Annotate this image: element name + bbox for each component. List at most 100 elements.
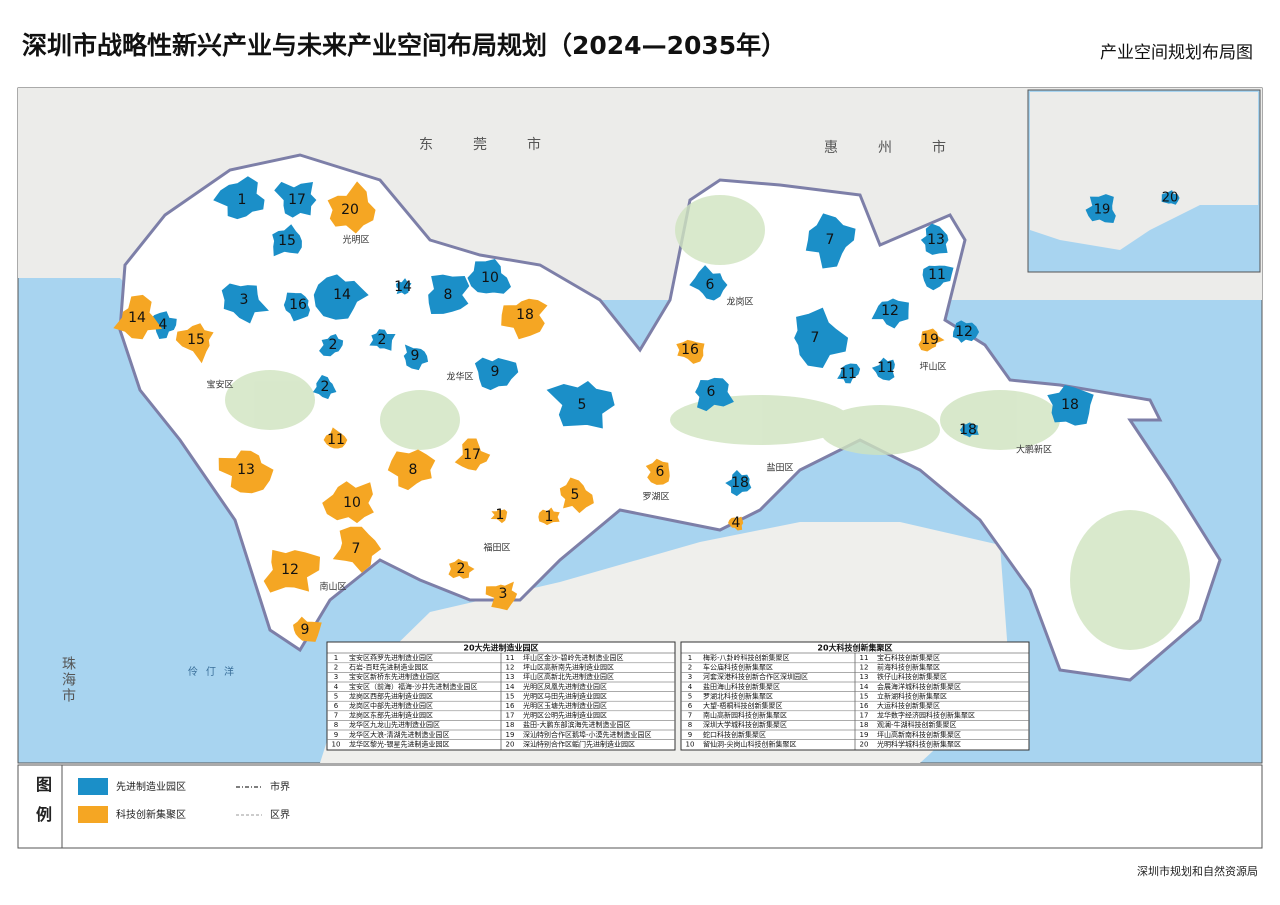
zone-label: 6 (706, 277, 715, 293)
table-name: 盐田海山科技创新集聚区 (703, 682, 780, 691)
legend-label: 市界 (270, 780, 290, 793)
zone-label: 15 (187, 332, 205, 348)
table-name: 前海科技创新集聚区 (877, 663, 940, 672)
district-label: 盐田区 (766, 462, 793, 474)
zone-area (467, 259, 512, 294)
zone-label: 1 (545, 509, 554, 525)
table-no: 14 (506, 683, 515, 691)
zone-label: 17 (463, 447, 481, 463)
city-label: 珠海市 (60, 656, 76, 704)
zone-label: 3 (240, 292, 249, 308)
zone-area (428, 274, 470, 315)
zone-label: 8 (409, 462, 418, 478)
table-name: 龙华区黎光-银星先进制造业园区 (349, 739, 450, 748)
zone-label: 11 (327, 432, 345, 448)
table-name: 光明区公明先进制造业园区 (523, 711, 607, 720)
table-no: 20 (860, 740, 869, 748)
zone-area (327, 181, 376, 234)
table-name: 光明区马田先进制造业园区 (523, 691, 607, 700)
district-label: 罗湖区 (642, 492, 669, 503)
zone-area (312, 374, 337, 400)
zone-area (474, 357, 519, 391)
green-area (1070, 510, 1190, 650)
table-no: 12 (860, 664, 869, 672)
zone-label: 11 (877, 360, 895, 376)
zone-area (538, 507, 560, 526)
table-no: 9 (334, 731, 338, 739)
zone-label: 4 (159, 317, 168, 333)
table-name: 大运科技创新集聚区 (877, 701, 940, 710)
legend-label: 区界 (270, 809, 290, 821)
table-name: 龙岗区中部先进制造业园区 (349, 701, 433, 710)
zone-area (283, 292, 311, 322)
table-name: 深汕特别合作区鹅埠-小漠先进制造业园区 (523, 730, 652, 739)
table-no: 10 (686, 740, 695, 748)
table-no: 9 (688, 731, 692, 739)
zone-label: 2 (457, 561, 466, 577)
table-no: 15 (860, 692, 869, 700)
table-no: 14 (860, 683, 869, 691)
zone-label: 19 (1094, 203, 1111, 218)
table-no: 15 (506, 692, 515, 700)
zone-area (922, 265, 954, 291)
zone-label: 9 (411, 348, 420, 364)
zone-area (395, 278, 412, 295)
zone-area (645, 458, 670, 485)
zone-label: 14 (394, 279, 412, 295)
table-no: 11 (506, 654, 515, 662)
table-name: 深圳大学城科技创新集聚区 (703, 720, 787, 729)
table-no: 13 (506, 673, 515, 681)
zone-label: 14 (128, 310, 146, 326)
table-no: 12 (506, 664, 515, 672)
zone-label: 9 (491, 364, 500, 380)
zone-area (695, 377, 734, 412)
zone-area (794, 307, 849, 368)
table-no: 10 (332, 740, 341, 748)
zone-area (952, 320, 980, 343)
table-name: 深汕特别合作区鲘门先进制造业园区 (523, 739, 635, 748)
sea-label: 伶仃洋 (188, 665, 242, 678)
table-no: 7 (334, 712, 338, 720)
table-no: 8 (334, 721, 338, 729)
legend-label: 科技创新集聚区 (116, 808, 186, 821)
zone-area (485, 581, 518, 611)
table-no: 18 (506, 721, 515, 729)
zone-label: 6 (707, 384, 716, 400)
green-area (675, 195, 765, 265)
table-title: 20大科技创新集聚区 (817, 643, 892, 653)
table-no: 1 (334, 654, 338, 662)
table-name: 会展海洋城科技创新集聚区 (877, 682, 961, 691)
zone-label: 18 (1061, 397, 1079, 413)
zone-area (454, 438, 491, 471)
zone-label: 7 (826, 232, 835, 248)
table-no: 6 (334, 702, 339, 710)
zone-label: 16 (681, 342, 699, 358)
zone-label: 7 (352, 541, 361, 557)
zone-area (369, 329, 396, 351)
table-name: 大望-梧桐科技创新集聚区 (703, 701, 783, 710)
zone-area (323, 427, 348, 449)
table-no: 1 (688, 654, 692, 662)
table-no: 17 (860, 712, 869, 720)
table-name: 南山高新园科技创新集聚区 (703, 711, 787, 720)
zone-area (1085, 194, 1116, 224)
zone-area (1161, 190, 1180, 205)
green-area (940, 390, 1060, 450)
zone-area (501, 298, 548, 340)
zone-label: 4 (732, 515, 741, 531)
table-no: 19 (860, 731, 869, 739)
shenzhen-boundary (118, 153, 1222, 682)
zone-area (920, 223, 949, 255)
table-no: 19 (506, 731, 515, 739)
table-name: 光明区玉塘先进制造业园区 (523, 701, 607, 710)
zone-area (448, 558, 475, 579)
zone-label: 2 (329, 337, 338, 353)
legend-swatch (78, 806, 108, 823)
district-label: 宝安区 (206, 379, 233, 391)
zone-label: 3 (499, 586, 508, 602)
zone-area (728, 516, 744, 531)
zone-area (871, 298, 909, 329)
table-name: 梅彩-八卦岭科技创新集聚区 (703, 653, 790, 662)
